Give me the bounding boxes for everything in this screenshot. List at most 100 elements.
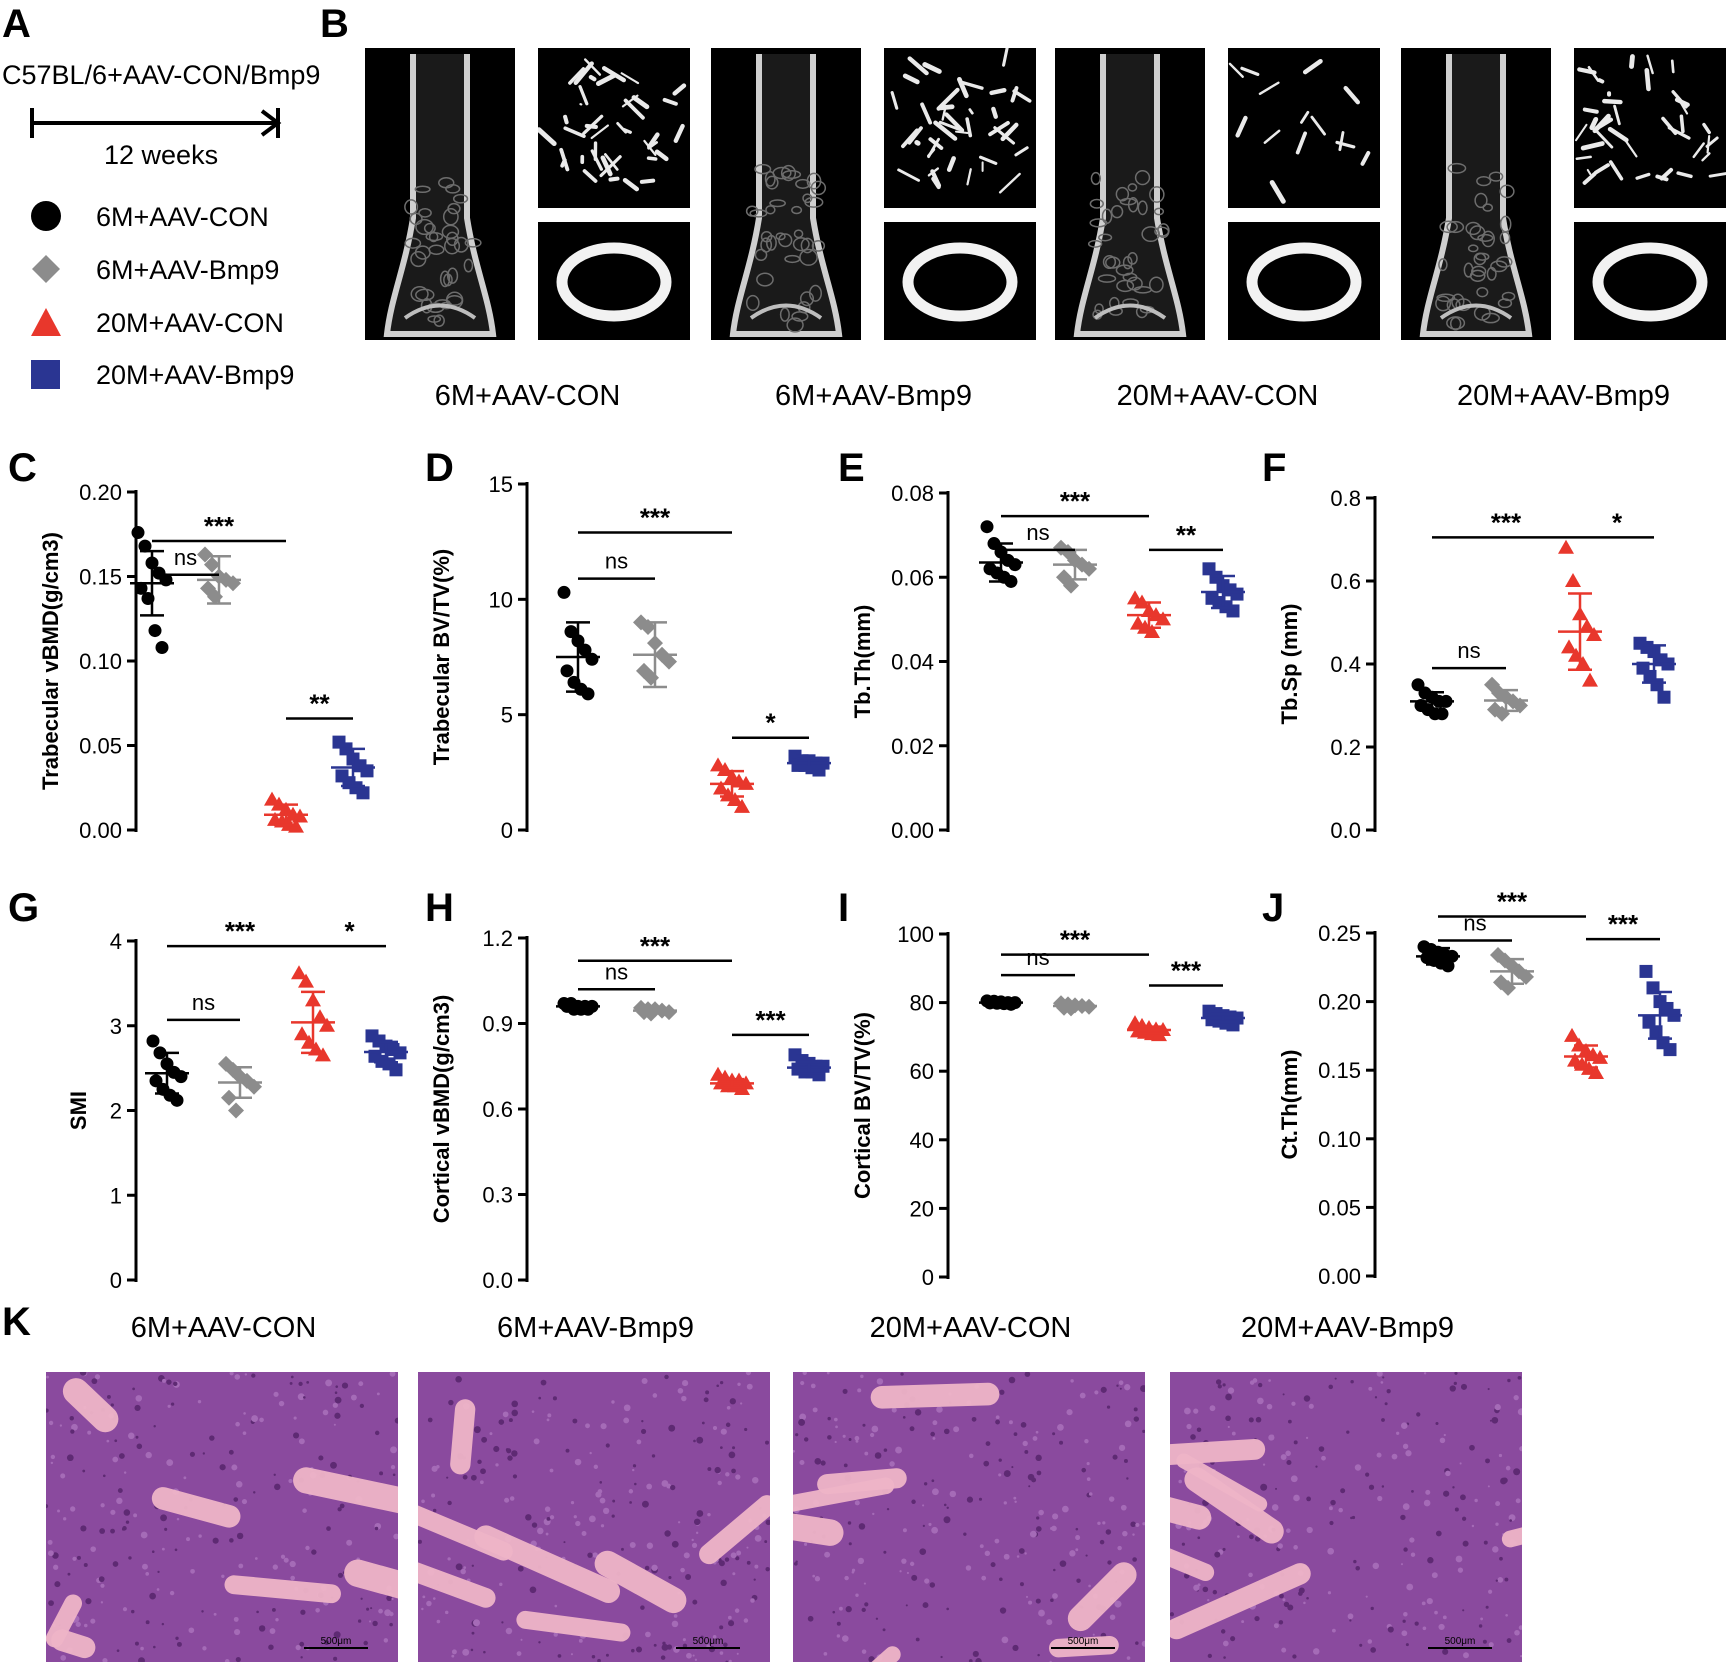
scale-bar-label: 500μm	[693, 1636, 724, 1647]
y-tick-label: 5	[501, 703, 513, 728]
significance-label: ***	[1491, 507, 1522, 537]
legend-circle-icon	[31, 201, 61, 231]
significance-label: *	[1612, 507, 1623, 537]
data-point	[138, 539, 152, 553]
y-tick-label: 0.05	[1318, 1195, 1361, 1220]
data-point	[727, 792, 743, 807]
y-axis-label: Cortical vBMD(g/cm3)	[429, 995, 454, 1224]
y-tick-label: 2	[110, 1099, 122, 1124]
significance-label: ***	[755, 1005, 786, 1035]
legend-label: 6M+AAV-CON	[96, 202, 269, 232]
scale-bar-label: 500μm	[1068, 1636, 1099, 1647]
y-axis-label: Trabecular BV/TV(%)	[429, 549, 454, 765]
data-point	[980, 520, 994, 534]
histology-image: 500μm	[793, 1372, 1145, 1662]
data-point	[1226, 604, 1240, 618]
significance-label: ns	[1026, 520, 1049, 545]
histology-drawing: 500μm	[46, 1372, 398, 1662]
y-axis-label: Cortical BV/TV(%)	[850, 1012, 875, 1199]
trabecular-3d-drawing	[1228, 58, 1371, 204]
panel-label-k: K	[2, 1300, 31, 1344]
y-tick-label: 0.9	[482, 1012, 513, 1037]
image-caption: 20M+AAV-CON	[1116, 380, 1319, 412]
femur-section-image	[711, 48, 861, 340]
data-point	[734, 798, 750, 813]
legend-square-icon	[31, 360, 60, 389]
cortical-ring-drawing	[556, 242, 672, 322]
y-tick-label: 0.6	[482, 1097, 513, 1122]
femur-section-drawing	[729, 54, 843, 337]
y-tick-label: 0.10	[1318, 1127, 1361, 1152]
significance-label: ***	[640, 502, 671, 532]
cortical-ring-image	[1574, 222, 1726, 340]
y-tick-label: 0	[501, 818, 513, 843]
y-axis-label: Ct.Th(mm)	[1277, 1050, 1302, 1160]
chart-i: 0 20 40 60 80 100 Cortical BV/TV(%) *** ns ***	[850, 922, 1245, 1290]
data-point	[1518, 968, 1534, 985]
y-tick-label: 0.04	[891, 650, 934, 675]
legend-diamond-icon	[32, 255, 60, 283]
trabecular-3d-image	[884, 48, 1036, 208]
y-tick-label: 0.05	[79, 734, 122, 759]
data-point	[717, 762, 733, 777]
data-point	[1586, 626, 1602, 641]
data-point	[204, 556, 220, 573]
data-point	[557, 585, 571, 599]
cortical-ring-image	[1228, 222, 1380, 340]
scale-bar-label: 500μm	[1445, 1636, 1476, 1647]
data-point	[1155, 611, 1171, 626]
data-point	[1565, 573, 1581, 587]
data-point	[661, 1004, 677, 1021]
y-tick-label: 0	[922, 1265, 934, 1290]
y-tick-label: 20	[910, 1196, 934, 1221]
data-point	[197, 546, 213, 563]
data-point	[1657, 690, 1671, 704]
histology-caption: 20M+AAV-Bmp9	[1240, 1312, 1455, 1344]
femur-section-drawing	[1073, 54, 1187, 337]
data-point	[1663, 1043, 1677, 1057]
data-point	[315, 1047, 331, 1062]
chart-j: 0.00 0.05 0.10 0.15 0.20 0.25 Ct.Th(mm) *** ns **…	[1277, 887, 1682, 1289]
trabecular-3d-image	[1228, 48, 1380, 208]
chart-d: 0 5 10 15 Trabecular BV/TV(%) *** ns *	[429, 472, 831, 843]
data-point	[564, 625, 578, 639]
histology-image: 500μm	[46, 1372, 398, 1662]
data-point	[560, 664, 574, 678]
significance-label: ***	[640, 931, 671, 961]
significance-label: ns	[605, 959, 628, 984]
cortical-ring-drawing	[1246, 242, 1362, 322]
significance-label: ***	[1171, 955, 1202, 985]
data-point	[1230, 587, 1244, 601]
y-tick-label: 0.3	[482, 1183, 513, 1208]
trabecular-3d-drawing	[890, 48, 1032, 194]
significance-label: ***	[1060, 486, 1091, 516]
histology-caption: 20M+AAV-CON	[869, 1312, 1072, 1344]
histology-image: 500μm	[418, 1372, 770, 1662]
significance-label: ns	[1457, 638, 1480, 663]
y-tick-label: 0.0	[1330, 818, 1361, 843]
cortical-ring-image	[884, 222, 1036, 340]
data-point	[585, 652, 599, 666]
y-tick-label: 0.10	[79, 649, 122, 674]
trabecular-3d-drawing	[538, 58, 687, 192]
data-point	[1226, 1018, 1240, 1032]
panel-label-i: I	[838, 886, 850, 930]
significance-label: ns	[1463, 911, 1486, 936]
data-point	[131, 526, 145, 540]
data-point	[812, 1068, 826, 1082]
data-point	[812, 763, 826, 777]
y-tick-label: 60	[910, 1059, 934, 1084]
chart-f: 0.00.20.40.60.8Tb.Sp (mm)*** *ns	[1277, 486, 1676, 843]
y-tick-label: 0.20	[1318, 990, 1361, 1015]
chart-e: 0.00 0.02 0.04 0.06 0.08 Tb.Th(mm) *** ns **	[850, 481, 1245, 843]
y-tick-label: 15	[489, 472, 513, 497]
y-tick-label: 100	[897, 922, 934, 947]
y-tick-label: 0.02	[891, 734, 934, 759]
data-point	[319, 1017, 335, 1032]
image-caption: 6M+AAV-Bmp9	[775, 380, 972, 412]
scale-bar-label: 500μm	[321, 1636, 352, 1647]
data-point	[1579, 618, 1595, 633]
legend-triangle-icon	[31, 308, 61, 336]
panel-label-a: A	[2, 2, 31, 46]
